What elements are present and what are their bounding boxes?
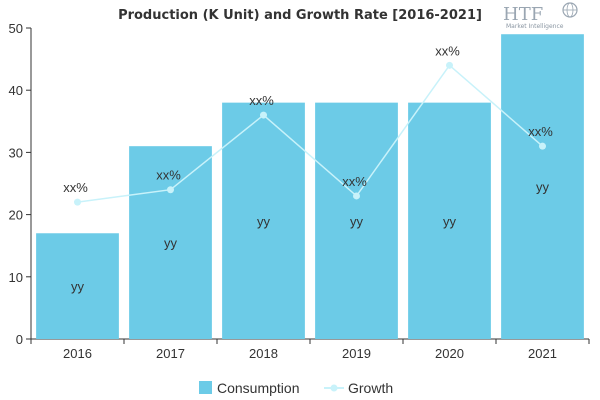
growth-point-label: xx%	[63, 180, 88, 195]
growth-point	[353, 192, 360, 200]
growth-point	[74, 198, 81, 206]
y-tick-label: 50	[9, 21, 23, 36]
growth-point-label: xx%	[435, 43, 460, 58]
y-tick-label: 20	[9, 208, 23, 223]
x-tick-label: 2018	[249, 346, 278, 361]
x-tick-label: 2017	[156, 346, 185, 361]
growth-line	[77, 64, 543, 203]
y-axis: 0 10 20 30 40 50	[9, 21, 32, 347]
consumption-bar	[315, 102, 398, 339]
x-tick-label: 2019	[342, 346, 371, 361]
legend-marker-growth	[330, 384, 338, 392]
htf-logo: HTF Market Intelligence	[503, 2, 578, 30]
x-tick-label: 2020	[435, 346, 464, 361]
chart-title-text: Production (K Unit) and Growth Rate [201…	[118, 8, 482, 23]
legend-item-growth: Growth	[324, 380, 393, 396]
growth-point-label: xx%	[342, 174, 367, 189]
y-tick-label: 0	[16, 332, 23, 347]
consumption-bars	[36, 34, 584, 339]
consumption-bar	[36, 233, 119, 339]
x-axis: 2016 2017 2018 2019 2020 2021	[30, 338, 590, 361]
chart-title: Production (K Unit) and Growth Rate [201…	[118, 8, 482, 23]
x-tick-label: 2016	[63, 346, 92, 361]
consumption-bar-label: yy	[350, 214, 364, 229]
consumption-bar-label: yy	[164, 236, 178, 251]
y-tick-label: 10	[9, 270, 23, 285]
consumption-bar-label: yy	[536, 180, 550, 195]
legend-label-growth: Growth	[348, 380, 393, 396]
consumption-bar-label: yy	[71, 279, 85, 294]
legend: Consumption Growth	[199, 380, 393, 396]
y-tick-label: 40	[9, 83, 23, 98]
consumption-bar	[129, 146, 212, 339]
logo-mark: HTF	[503, 4, 543, 25]
growth-line-series	[74, 61, 546, 206]
consumption-bar-labels: yy yy yy yy yy yy	[71, 180, 550, 295]
consumption-bar	[222, 102, 305, 339]
x-tick-label: 2021	[528, 346, 557, 361]
growth-point-labels: xx% xx% xx% xx% xx% xx%	[63, 43, 553, 195]
legend-label-consumption: Consumption	[217, 380, 300, 396]
consumption-bar-label: yy	[443, 214, 457, 229]
consumption-bar-label: yy	[257, 214, 271, 229]
consumption-bar	[501, 34, 584, 339]
growth-point-label: xx%	[249, 93, 274, 108]
logo-tagline: Market Intelligence	[506, 23, 564, 30]
globe-icon	[562, 2, 578, 18]
legend-item-consumption: Consumption	[199, 380, 300, 396]
growth-point	[260, 111, 267, 119]
growth-point-label: xx%	[528, 124, 553, 139]
growth-point-label: xx%	[156, 168, 181, 183]
growth-point	[446, 61, 453, 69]
legend-swatch-consumption	[199, 381, 212, 394]
growth-point	[539, 142, 546, 150]
consumption-bar	[408, 102, 491, 339]
growth-point	[167, 186, 174, 194]
y-tick-label: 30	[9, 145, 23, 160]
